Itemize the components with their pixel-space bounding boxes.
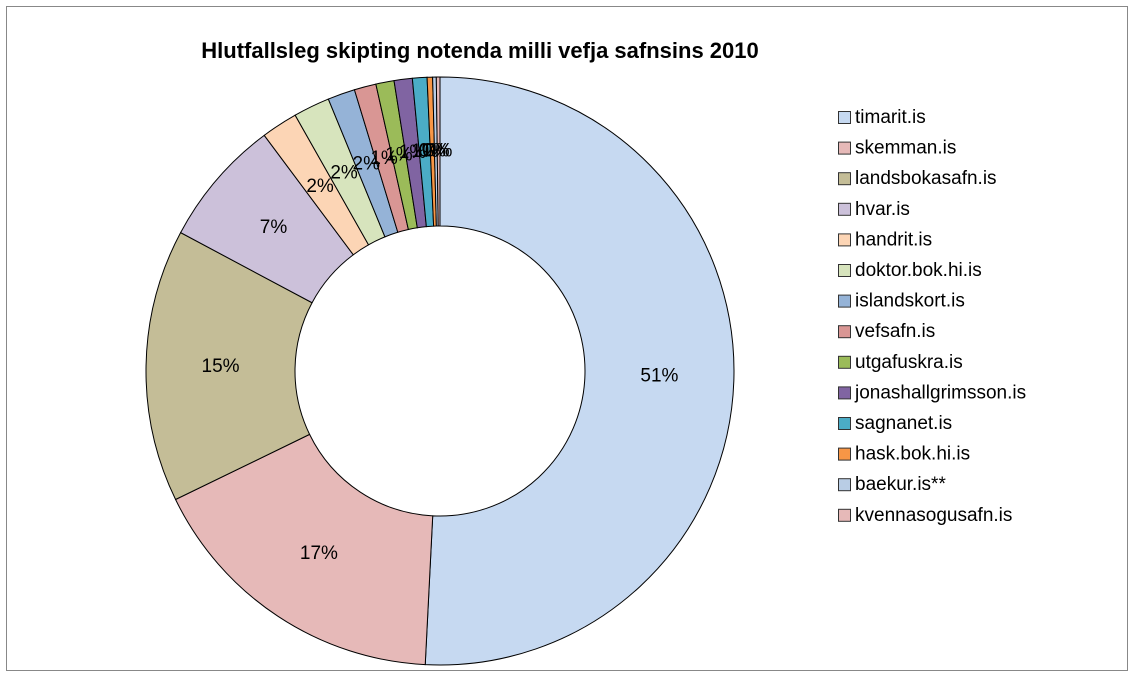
legend-swatch xyxy=(838,294,851,308)
legend-swatch xyxy=(838,508,851,522)
legend-swatch xyxy=(838,355,851,369)
legend-swatch xyxy=(838,386,851,400)
legend-label: sagnanet.is xyxy=(855,413,952,434)
legend-swatch xyxy=(838,202,851,216)
data-label: 15% xyxy=(202,356,240,377)
legend-label: handrit.is xyxy=(855,229,932,250)
legend-label: jonashallgrimsson.is xyxy=(854,382,1026,403)
slice xyxy=(174,433,434,666)
slice xyxy=(435,76,441,227)
data-label: 0% xyxy=(425,141,453,162)
legend-swatch xyxy=(838,264,851,277)
data-label: 2% xyxy=(306,176,334,197)
legend-swatch xyxy=(838,141,851,155)
legend-label: islandskort.is xyxy=(855,291,965,312)
data-label: 1% xyxy=(399,142,427,163)
legend-swatch xyxy=(838,111,851,124)
data-label: 2% xyxy=(353,153,381,174)
legend-label: landsbokasafn.is xyxy=(855,168,997,189)
data-label: 17% xyxy=(300,543,338,564)
data-label: 51% xyxy=(640,366,678,387)
legend-swatch xyxy=(838,447,851,461)
data-label: 0% xyxy=(422,141,450,162)
legend-label: vefsafn.is xyxy=(855,321,935,342)
slice xyxy=(424,76,735,666)
data-label: 1% xyxy=(411,141,439,162)
data-label: 0% xyxy=(419,141,447,162)
data-label: 1% xyxy=(385,144,413,165)
legend-swatch xyxy=(838,233,851,247)
data-label: 2% xyxy=(330,163,358,184)
legend-swatch xyxy=(838,417,851,430)
data-label: 7% xyxy=(260,217,288,238)
legend-swatch xyxy=(838,172,851,186)
legend-swatch xyxy=(838,478,851,492)
legend-label: timarit.is xyxy=(855,107,926,128)
legend-label: doktor.bok.hi.is xyxy=(855,260,982,281)
legend-label: skemman.is xyxy=(855,138,956,159)
legend-label: hvar.is xyxy=(855,199,910,220)
chart-title: Hlutfallsleg skipting notenda milli vefj… xyxy=(201,38,759,63)
slice xyxy=(145,231,313,501)
legend-label: hask.bok.hi.is xyxy=(855,444,970,465)
legend-swatch xyxy=(838,325,851,339)
legend-label: baekur.is** xyxy=(855,474,946,495)
legend-label: kvennasogusafn.is xyxy=(855,505,1012,526)
data-label: 1% xyxy=(370,148,398,169)
legend-label: utgafuskra.is xyxy=(855,352,963,373)
